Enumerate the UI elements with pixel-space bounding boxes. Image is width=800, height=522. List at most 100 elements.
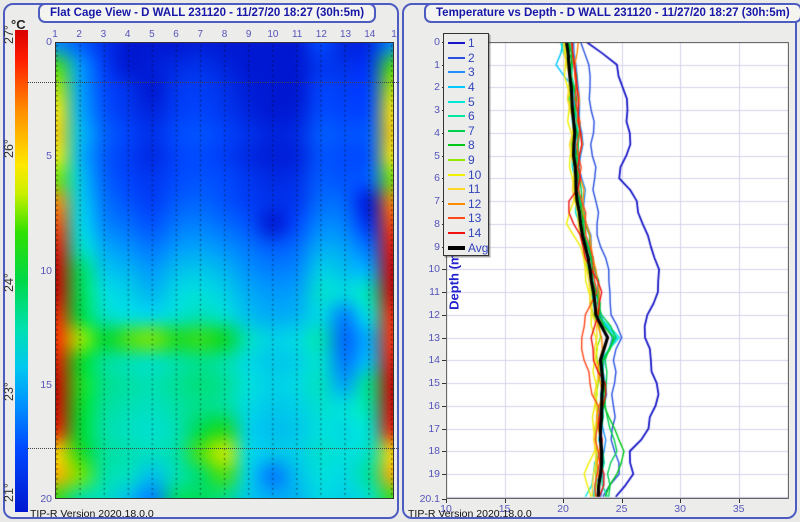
version-text-left: TIP-R Version 2020.18.0.0 (30, 508, 154, 520)
depth-tick-mark (442, 269, 446, 271)
depth-tick-label: 2 (434, 81, 440, 94)
temp-tick-label: 15 (498, 503, 511, 515)
depth-tick-mark (442, 292, 446, 294)
temp-tick-label: 35 (732, 503, 745, 515)
legend-item-11[interactable]: 11 (448, 182, 488, 197)
legend-label: 7 (468, 123, 475, 138)
series-legend[interactable]: 1 2 3 4 5 6 7 8 9 10 11 12 13 14 Avg (443, 33, 489, 256)
temperature-depth-plot[interactable]: Depth (m) Temp (C) (446, 42, 789, 499)
reference-line (27, 447, 399, 449)
legend-line-swatch (448, 217, 465, 220)
flat-cage-heatmap[interactable] (55, 42, 394, 499)
temp-tick-label: 10 (440, 503, 452, 515)
wire-column-label: 5 (149, 29, 155, 40)
depth-tick-mark (442, 499, 446, 500)
wire-column-label: 10 (267, 29, 279, 40)
line-chart-canvas[interactable] (446, 42, 789, 499)
temp-tick-mark (680, 499, 682, 503)
colorbar-temp-label: 23° (2, 382, 16, 401)
depth-tick-mark (442, 451, 446, 453)
legend-item-8[interactable]: 8 (448, 138, 488, 153)
version-text-right: TIP-R Version 2020.18.0.0 (408, 508, 532, 520)
wire-column-label: 9 (245, 29, 252, 40)
legend-line-swatch (448, 173, 465, 176)
legend-line-swatch (448, 232, 465, 235)
legend-item-3[interactable]: 3 (448, 65, 488, 80)
legend-label: 3 (468, 65, 475, 80)
legend-label: 14 (468, 226, 482, 241)
depth-tick-label: 14 (428, 354, 440, 367)
wire-column-label: 4 (124, 29, 131, 40)
depth-tick-label: 6 (434, 172, 440, 185)
reference-line (27, 81, 399, 83)
depth-tick-label: 0 (434, 36, 440, 48)
colorbar-temp-label: 24° (2, 273, 16, 293)
temperature-vs-depth-title: Temperature vs Depth - D WALL 231120 - 1… (424, 3, 800, 23)
legend-item-6[interactable]: 6 (448, 109, 488, 124)
wire-column-label: 2 (76, 29, 82, 40)
legend-item-12[interactable]: 12 (448, 197, 488, 212)
legend-label: 5 (468, 94, 475, 109)
colorbar-temp-label: 21° (2, 483, 16, 503)
wire-column-label: 1 (391, 29, 397, 40)
legend-item-14[interactable]: 14 (448, 226, 488, 241)
depth-tick-label: 10 (428, 263, 440, 276)
colorbar-temp-label: 27° (2, 25, 16, 45)
temp-tick-label: 30 (674, 503, 686, 515)
wire-column-label: 8 (221, 29, 228, 40)
depth-tick-label: 10 (40, 264, 52, 277)
depth-tick-label: 9 (434, 240, 440, 253)
wire-column-label: 3 (100, 29, 107, 40)
depth-tick-mark (442, 360, 446, 362)
legend-label: Avg (468, 240, 489, 255)
legend-label: 11 (468, 182, 481, 197)
legend-line-swatch (448, 86, 465, 89)
legend-line-swatch (448, 56, 465, 59)
wire-column-label: 13 (340, 29, 352, 40)
temp-tick-mark (738, 499, 740, 503)
temp-tick-mark (504, 499, 506, 503)
legend-item-avg[interactable]: Avg (448, 240, 488, 255)
legend-label: 13 (468, 211, 482, 226)
colorbar-temp-label: 26° (2, 138, 16, 158)
wire-column-label: 14 (364, 29, 376, 40)
legend-item-2[interactable]: 2 (448, 51, 488, 66)
wire-column-label: 6 (173, 29, 179, 40)
legend-label: 6 (468, 109, 475, 124)
temp-tick-mark (621, 499, 623, 503)
legend-line-swatch (448, 202, 465, 205)
legend-line-swatch (448, 159, 465, 162)
depth-tick-label: 20 (40, 493, 52, 505)
legend-label: 1 (468, 36, 475, 51)
legend-label: 4 (468, 80, 475, 95)
legend-item-4[interactable]: 4 (448, 80, 488, 95)
depth-tick-label: 17 (428, 422, 440, 435)
depth-tick-label: 5 (434, 149, 440, 162)
depth-tick-label: 12 (428, 308, 440, 321)
depth-tick-label: 13 (428, 331, 440, 344)
temp-tick-label: 20 (557, 503, 569, 515)
legend-item-7[interactable]: 7 (448, 124, 488, 139)
wire-column-label: 7 (197, 29, 204, 40)
depth-tick-label: 3 (434, 104, 440, 117)
legend-item-1[interactable]: 1 (448, 36, 488, 51)
depth-tick-mark (442, 383, 446, 385)
depth-tick-label: 0 (46, 36, 52, 48)
legend-label: 12 (468, 196, 482, 211)
legend-label: 8 (468, 138, 475, 153)
legend-item-10[interactable]: 10 (448, 167, 488, 182)
depth-tick-mark (442, 314, 446, 316)
legend-line-swatch (448, 71, 465, 74)
heatmap-canvas[interactable] (56, 43, 393, 498)
depth-tick-mark (442, 473, 446, 475)
legend-line-swatch (448, 100, 465, 103)
depth-tick-label: 4 (434, 126, 440, 139)
legend-item-9[interactable]: 9 (448, 153, 488, 168)
depth-tick-label: 7 (434, 195, 440, 208)
colorbar-unit-label: °C (11, 17, 26, 32)
temperature-vs-depth-panel: Temperature vs Depth - D WALL 231120 - 1… (402, 3, 800, 520)
legend-line-swatch (448, 245, 465, 250)
legend-item-5[interactable]: 5 (448, 94, 488, 109)
legend-line-swatch (448, 42, 465, 45)
legend-item-13[interactable]: 13 (448, 211, 488, 226)
